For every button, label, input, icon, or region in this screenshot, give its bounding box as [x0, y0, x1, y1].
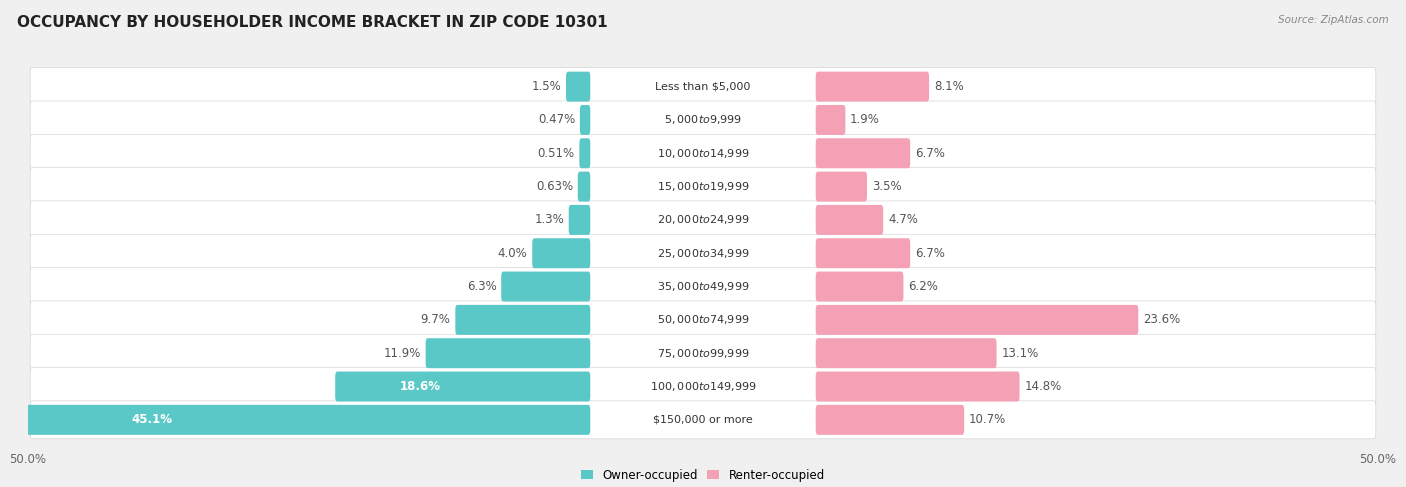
FancyBboxPatch shape: [815, 372, 1019, 401]
Text: $150,000 or more: $150,000 or more: [654, 415, 752, 425]
Text: $35,000 to $49,999: $35,000 to $49,999: [657, 280, 749, 293]
FancyBboxPatch shape: [30, 101, 1376, 139]
FancyBboxPatch shape: [0, 405, 591, 435]
Text: $75,000 to $99,999: $75,000 to $99,999: [657, 347, 749, 360]
Text: 14.8%: 14.8%: [1024, 380, 1062, 393]
Text: 18.6%: 18.6%: [399, 380, 441, 393]
FancyBboxPatch shape: [30, 267, 1376, 305]
FancyBboxPatch shape: [533, 238, 591, 268]
FancyBboxPatch shape: [30, 68, 1376, 106]
FancyBboxPatch shape: [568, 205, 591, 235]
FancyBboxPatch shape: [578, 171, 591, 202]
Text: 10.7%: 10.7%: [969, 413, 1007, 426]
FancyBboxPatch shape: [30, 368, 1376, 406]
FancyBboxPatch shape: [579, 138, 591, 169]
Text: 6.3%: 6.3%: [467, 280, 496, 293]
Text: 23.6%: 23.6%: [1143, 313, 1180, 326]
FancyBboxPatch shape: [501, 272, 591, 301]
Text: 4.0%: 4.0%: [498, 247, 527, 260]
Text: $5,000 to $9,999: $5,000 to $9,999: [664, 113, 742, 127]
FancyBboxPatch shape: [30, 334, 1376, 372]
FancyBboxPatch shape: [815, 305, 1139, 335]
Text: 1.9%: 1.9%: [851, 113, 880, 127]
Text: 4.7%: 4.7%: [889, 213, 918, 226]
Text: 8.1%: 8.1%: [934, 80, 963, 93]
FancyBboxPatch shape: [815, 338, 997, 368]
FancyBboxPatch shape: [815, 138, 910, 169]
Text: 0.51%: 0.51%: [537, 147, 575, 160]
Text: 13.1%: 13.1%: [1001, 347, 1039, 360]
Text: 45.1%: 45.1%: [132, 413, 173, 426]
Text: 9.7%: 9.7%: [420, 313, 450, 326]
Legend: Owner-occupied, Renter-occupied: Owner-occupied, Renter-occupied: [576, 464, 830, 487]
Text: 0.47%: 0.47%: [538, 113, 575, 127]
FancyBboxPatch shape: [567, 72, 591, 102]
Text: 6.2%: 6.2%: [908, 280, 938, 293]
FancyBboxPatch shape: [815, 171, 868, 202]
FancyBboxPatch shape: [815, 405, 965, 435]
Text: OCCUPANCY BY HOUSEHOLDER INCOME BRACKET IN ZIP CODE 10301: OCCUPANCY BY HOUSEHOLDER INCOME BRACKET …: [17, 15, 607, 30]
Text: 11.9%: 11.9%: [384, 347, 420, 360]
Text: $20,000 to $24,999: $20,000 to $24,999: [657, 213, 749, 226]
FancyBboxPatch shape: [30, 301, 1376, 339]
FancyBboxPatch shape: [30, 168, 1376, 206]
FancyBboxPatch shape: [335, 372, 591, 401]
Text: Source: ZipAtlas.com: Source: ZipAtlas.com: [1278, 15, 1389, 25]
FancyBboxPatch shape: [30, 201, 1376, 239]
FancyBboxPatch shape: [815, 205, 883, 235]
Text: $10,000 to $14,999: $10,000 to $14,999: [657, 147, 749, 160]
FancyBboxPatch shape: [30, 134, 1376, 172]
FancyBboxPatch shape: [30, 234, 1376, 272]
Text: $25,000 to $34,999: $25,000 to $34,999: [657, 247, 749, 260]
Text: 3.5%: 3.5%: [872, 180, 901, 193]
FancyBboxPatch shape: [426, 338, 591, 368]
Text: 6.7%: 6.7%: [915, 147, 945, 160]
Text: 1.5%: 1.5%: [531, 80, 561, 93]
FancyBboxPatch shape: [579, 105, 591, 135]
Text: 1.3%: 1.3%: [534, 213, 564, 226]
Text: 6.7%: 6.7%: [915, 247, 945, 260]
FancyBboxPatch shape: [30, 401, 1376, 439]
Text: $15,000 to $19,999: $15,000 to $19,999: [657, 180, 749, 193]
Text: Less than $5,000: Less than $5,000: [655, 82, 751, 92]
Text: $50,000 to $74,999: $50,000 to $74,999: [657, 313, 749, 326]
FancyBboxPatch shape: [815, 238, 910, 268]
Text: 0.63%: 0.63%: [536, 180, 574, 193]
FancyBboxPatch shape: [815, 272, 904, 301]
FancyBboxPatch shape: [456, 305, 591, 335]
Text: $100,000 to $149,999: $100,000 to $149,999: [650, 380, 756, 393]
FancyBboxPatch shape: [815, 72, 929, 102]
FancyBboxPatch shape: [815, 105, 845, 135]
